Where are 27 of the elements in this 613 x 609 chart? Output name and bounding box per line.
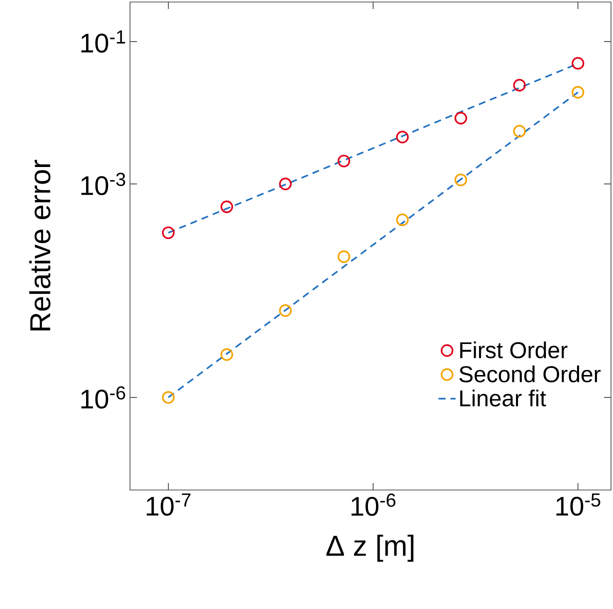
legend-label: Second Order xyxy=(459,366,601,382)
point xyxy=(396,214,409,226)
point xyxy=(279,304,292,317)
point xyxy=(220,348,234,361)
point xyxy=(279,178,292,190)
x-tick-label: 10$^{-5}$ xyxy=(556,494,600,516)
point xyxy=(338,154,350,168)
point xyxy=(513,124,526,138)
point xyxy=(454,112,468,124)
point xyxy=(454,174,468,186)
point xyxy=(220,200,234,214)
legend-label: First Order xyxy=(460,341,568,358)
point xyxy=(162,391,175,404)
point xyxy=(338,250,350,263)
point xyxy=(513,78,526,92)
y-tick-label: 10$^{-3}$ xyxy=(81,172,126,196)
legend-label: Linear fit xyxy=(460,390,546,406)
y-axis-title: Relative error xyxy=(29,160,50,330)
x-tick-label: 10$^{-6}$ xyxy=(352,494,396,516)
point xyxy=(396,130,409,144)
point xyxy=(572,57,584,70)
point xyxy=(572,86,584,99)
y-tick-label: 10$^{-6}$ xyxy=(81,386,126,409)
y-tick-label: 10$^{-1}$ xyxy=(81,30,126,53)
x-axis-title: Δ z [m] xyxy=(326,534,414,562)
point xyxy=(162,226,175,240)
x-tick-label: 10$^{-7}$ xyxy=(146,494,190,516)
